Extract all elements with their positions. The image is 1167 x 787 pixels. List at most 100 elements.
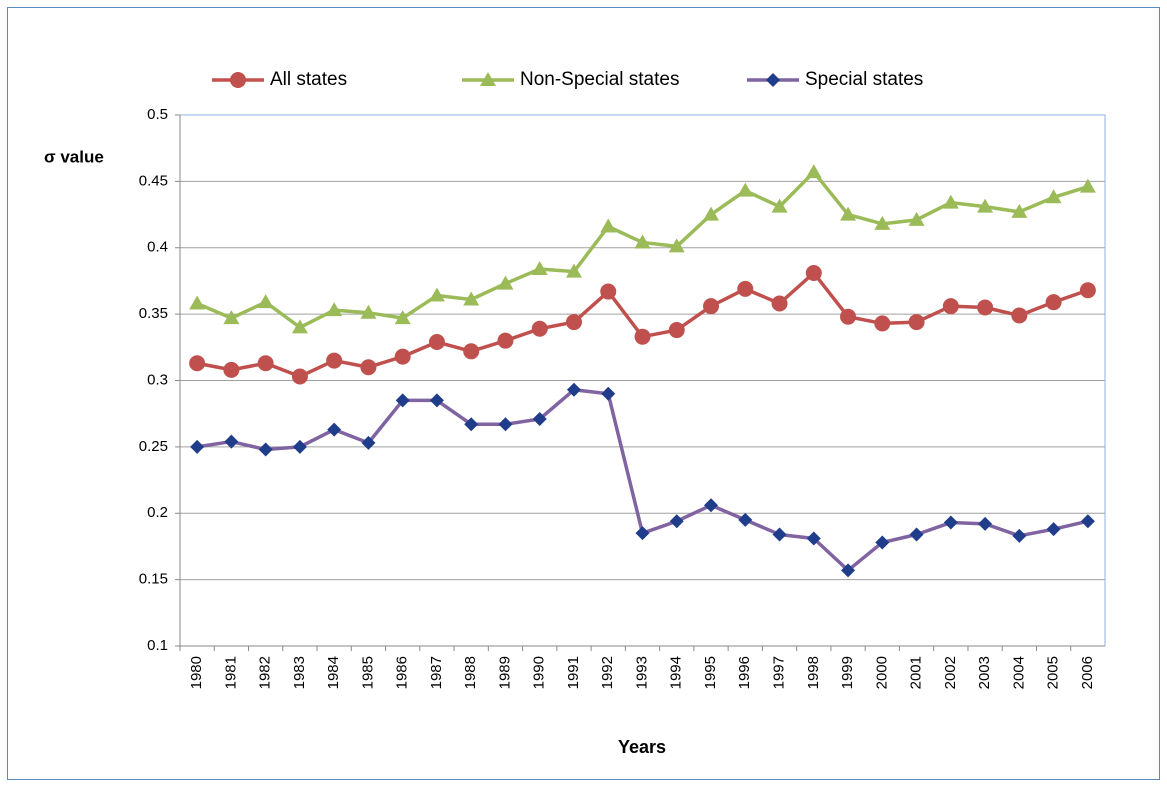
x-tick-label: 1990 — [531, 656, 548, 689]
marker — [1079, 282, 1096, 299]
x-tick-label: 1994 — [668, 656, 685, 689]
marker — [703, 206, 720, 221]
marker — [189, 355, 206, 372]
marker — [531, 260, 548, 275]
marker — [600, 218, 617, 233]
marker — [635, 526, 650, 541]
marker — [634, 328, 651, 345]
x-tick-label: 1987 — [428, 656, 445, 689]
marker — [600, 283, 617, 300]
marker — [840, 308, 857, 325]
marker — [737, 280, 754, 297]
marker — [1080, 514, 1095, 529]
marker — [601, 386, 616, 401]
marker — [909, 527, 924, 542]
marker — [531, 320, 548, 337]
marker — [291, 319, 308, 334]
marker — [806, 531, 821, 546]
marker — [738, 512, 753, 527]
marker — [1079, 178, 1096, 193]
marker — [258, 442, 273, 457]
y-tick-label: 0.2 — [147, 504, 168, 521]
marker — [360, 359, 377, 376]
x-tick-label: 1995 — [702, 656, 719, 689]
x-tick-label: 2002 — [942, 656, 959, 689]
x-axis-label: Years — [618, 737, 666, 757]
marker — [565, 263, 582, 278]
marker — [428, 334, 445, 351]
marker — [805, 164, 822, 179]
marker — [840, 206, 857, 221]
legend-label: All states — [270, 69, 347, 90]
marker — [292, 439, 307, 454]
x-tick-label: 1988 — [462, 656, 479, 689]
x-tick-label: 1996 — [736, 656, 753, 689]
marker — [908, 211, 925, 226]
x-tick-label: 1998 — [805, 656, 822, 689]
y-axis-label: σ value — [44, 147, 104, 166]
marker — [463, 291, 480, 306]
marker — [257, 355, 274, 372]
marker — [566, 382, 581, 397]
marker — [565, 314, 582, 331]
x-tick-label: 1997 — [771, 656, 788, 689]
x-tick-label: 1993 — [633, 656, 650, 689]
marker — [772, 527, 787, 542]
marker — [1011, 203, 1028, 218]
marker — [464, 417, 479, 432]
marker — [703, 298, 720, 315]
legend-item: Non-Special states — [462, 69, 679, 90]
marker — [942, 194, 959, 209]
y-tick-label: 0.25 — [139, 438, 168, 455]
marker — [943, 515, 958, 530]
marker — [497, 332, 514, 349]
marker — [429, 393, 444, 408]
x-tick-label: 1983 — [291, 656, 308, 689]
marker — [230, 72, 246, 88]
marker — [978, 516, 993, 531]
marker — [497, 275, 514, 290]
marker — [463, 343, 480, 360]
marker — [874, 215, 891, 230]
plot-border — [180, 114, 1106, 646]
marker — [360, 304, 377, 319]
marker — [224, 434, 239, 449]
marker — [291, 368, 308, 385]
marker — [805, 264, 822, 281]
marker — [634, 234, 651, 249]
x-tick-label: 1981 — [222, 656, 239, 689]
marker — [771, 198, 788, 213]
marker — [326, 352, 343, 369]
x-tick-label: 2003 — [976, 656, 993, 689]
marker — [257, 294, 274, 309]
x-tick-label: 1985 — [359, 656, 376, 689]
marker — [942, 298, 959, 315]
legend-item: Special states — [747, 69, 923, 90]
y-tick-label: 0.4 — [147, 239, 168, 256]
marker — [223, 310, 240, 325]
x-tick-label: 1980 — [188, 656, 205, 689]
x-tick-label: 1986 — [394, 656, 411, 689]
marker — [326, 302, 343, 317]
marker — [327, 422, 342, 437]
marker — [361, 435, 376, 450]
marker — [771, 295, 788, 312]
marker — [190, 439, 205, 454]
marker — [1045, 294, 1062, 311]
x-tick-label: 1992 — [599, 656, 616, 689]
marker — [668, 322, 685, 339]
y-tick-label: 0.5 — [147, 106, 168, 123]
marker — [908, 314, 925, 331]
x-tick-label: 1991 — [565, 656, 582, 689]
marker — [394, 348, 411, 365]
marker — [841, 563, 856, 578]
marker — [1012, 528, 1027, 543]
x-tick-label: 2004 — [1010, 656, 1027, 689]
marker — [766, 73, 780, 87]
marker — [223, 361, 240, 378]
marker — [532, 411, 547, 426]
marker — [668, 238, 685, 253]
marker — [669, 514, 684, 529]
